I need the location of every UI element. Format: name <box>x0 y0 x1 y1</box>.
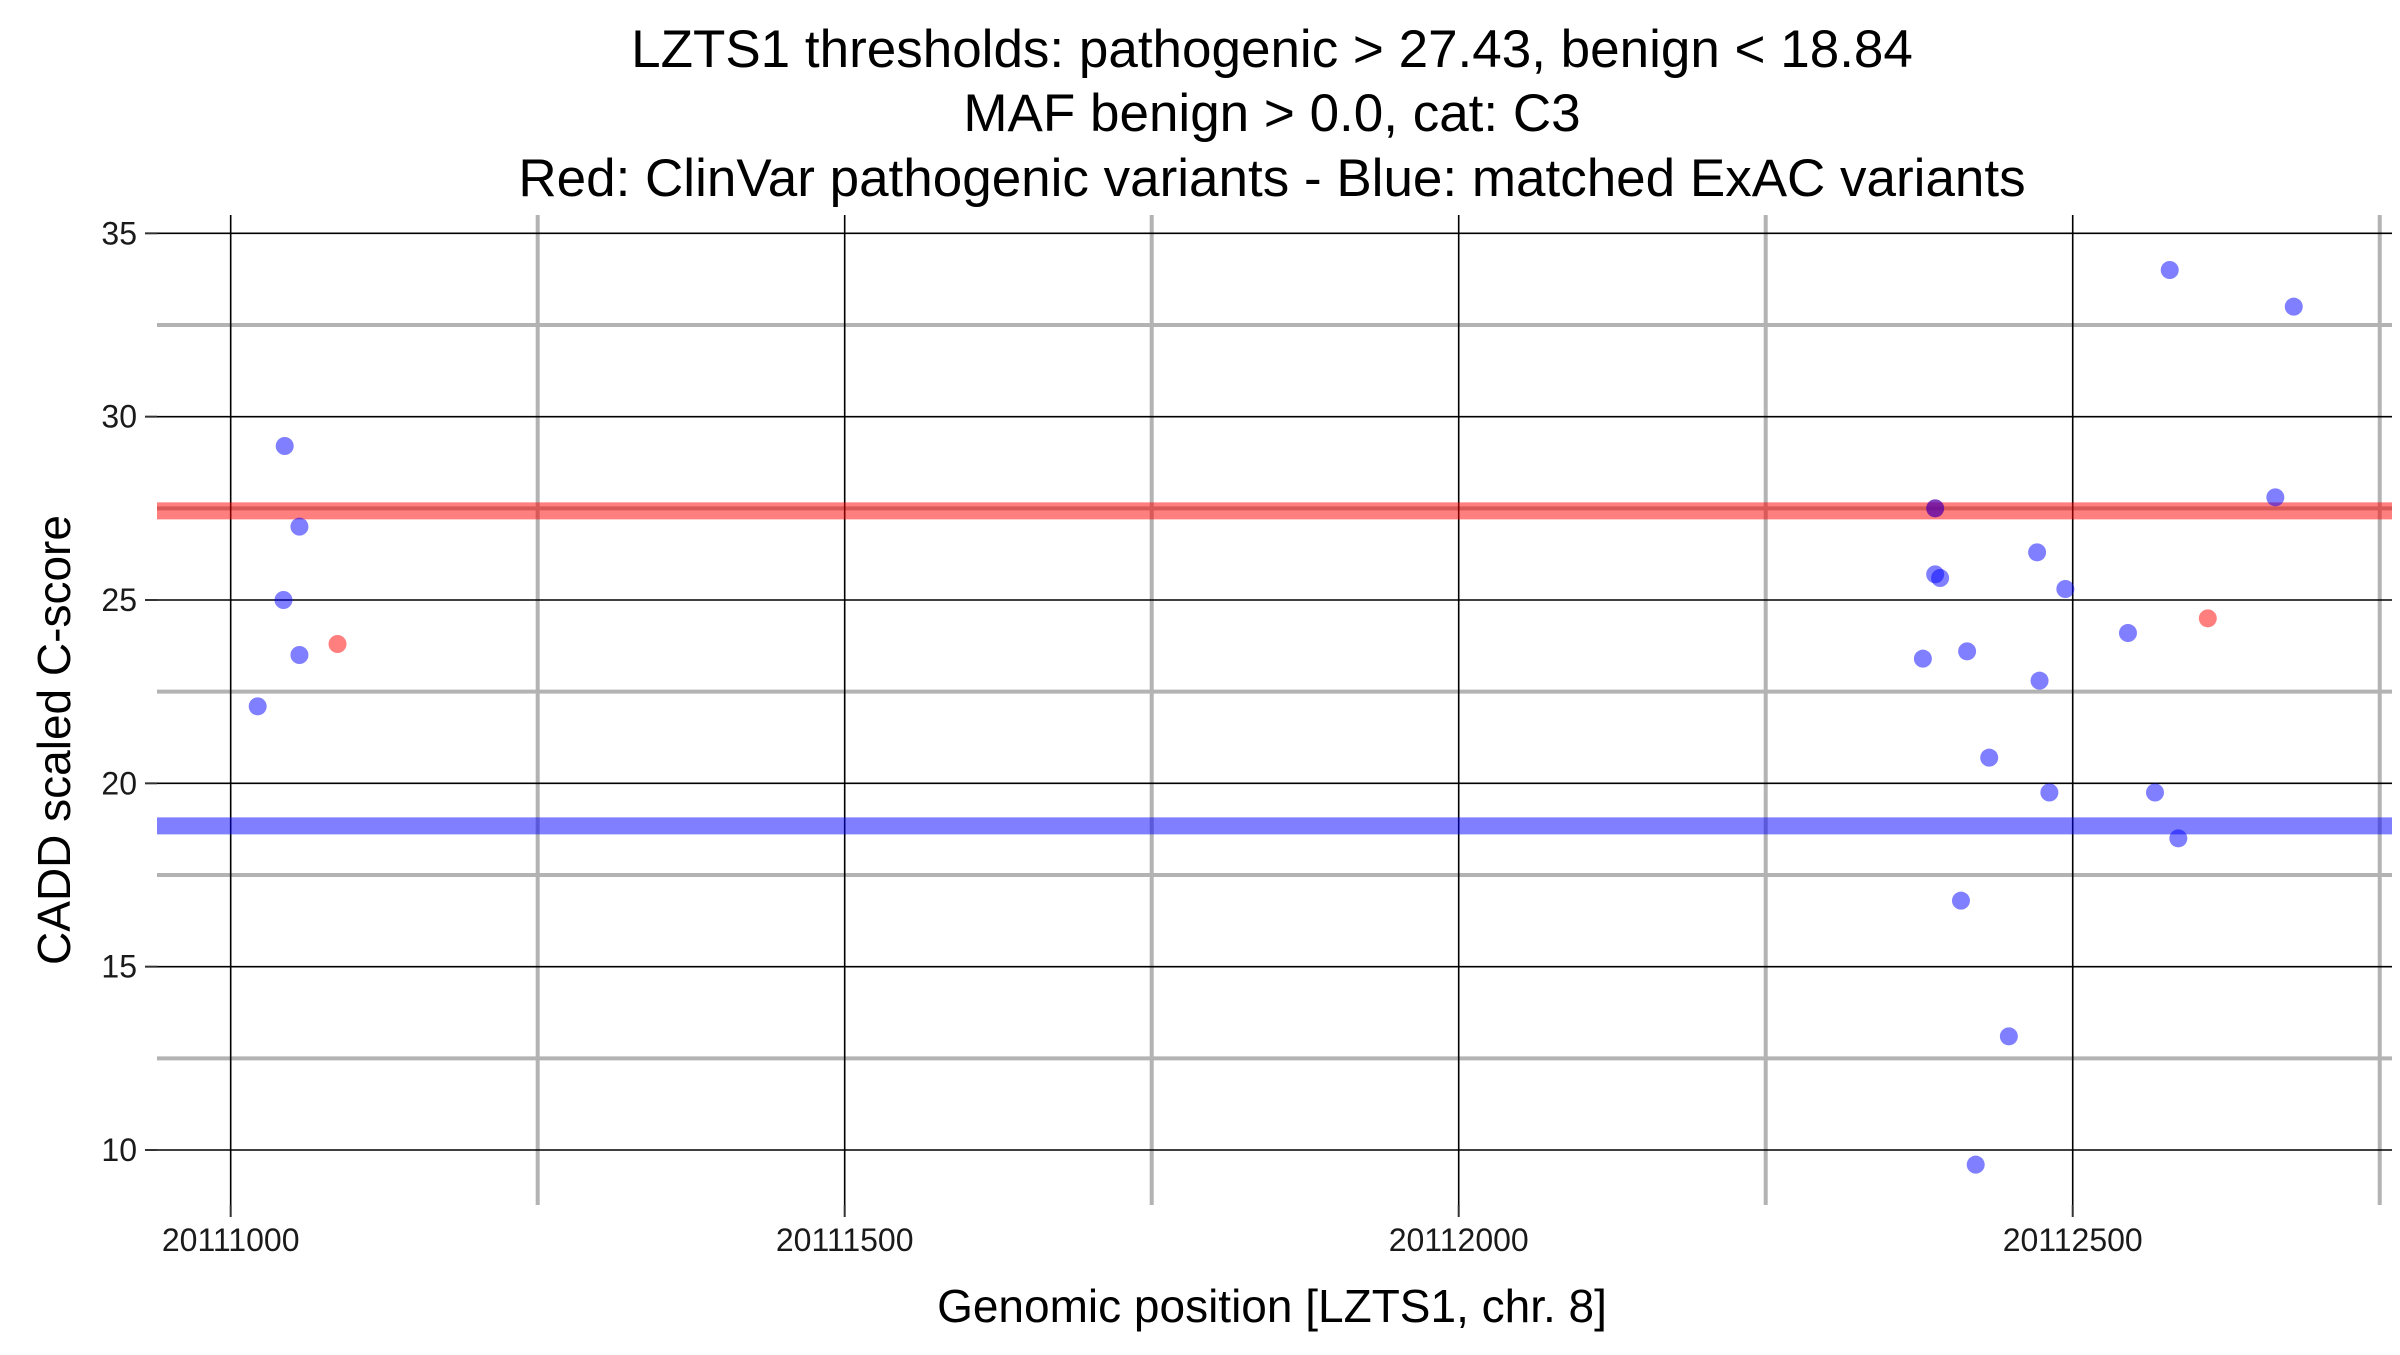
data-point <box>2056 580 2075 598</box>
data-point <box>1931 569 1950 587</box>
chart-title-line-3: Red: ClinVar pathogenic variants - Blue:… <box>518 149 2025 208</box>
y-tick-label: 30 <box>101 399 137 435</box>
threshold-lines <box>157 502 2392 835</box>
axis-ticks: 10 15 20 25 30 35 20111000 20111500 20112000 2011… <box>101 215 2142 1258</box>
x-tick-label: 20111500 <box>776 1222 914 1258</box>
x-tick-label: 20112500 <box>2003 1222 2143 1258</box>
data-point <box>2040 783 2059 802</box>
data-point <box>275 437 294 455</box>
data-point <box>2160 261 2179 279</box>
data-point <box>2198 609 2217 628</box>
data-point <box>290 646 309 664</box>
y-tick-label: 20 <box>101 765 137 801</box>
data-point <box>2028 543 2047 562</box>
data-point <box>2145 783 2164 802</box>
y-tick-label: 35 <box>101 215 137 251</box>
chart-title-line-2: MAF benign > 0.0, cat: C3 <box>963 84 1580 143</box>
data-point <box>2030 671 2049 690</box>
data-point <box>274 591 293 609</box>
data-point <box>1999 1027 2018 1046</box>
y-axis-title: CADD scaled C-score <box>28 515 80 965</box>
y-tick-label: 15 <box>101 949 137 985</box>
data-point <box>1913 649 1932 668</box>
data-point <box>2284 297 2303 316</box>
data-point <box>1958 642 1977 661</box>
data-point <box>1926 499 1945 518</box>
gridlines <box>157 215 2392 1205</box>
data-point <box>248 697 267 716</box>
data-point <box>328 635 347 653</box>
data-point <box>2118 624 2137 642</box>
y-tick-label: 10 <box>101 1132 137 1168</box>
data-point <box>1980 748 1999 767</box>
data-point <box>2266 488 2285 507</box>
data-point <box>1951 891 1970 910</box>
data-point <box>2169 829 2188 848</box>
data-point <box>1966 1155 1985 1174</box>
y-tick-label: 25 <box>101 582 137 618</box>
chart-title-line-1: LZTS1 thresholds: pathogenic > 27.43, be… <box>631 20 1913 79</box>
data-points <box>248 261 2303 1174</box>
x-tick-label: 20111000 <box>162 1222 300 1258</box>
data-point <box>290 517 309 536</box>
x-tick-label: 20112000 <box>1389 1222 1529 1258</box>
x-axis-title: Genomic position [LZTS1, chr. 8] <box>937 1280 1607 1332</box>
